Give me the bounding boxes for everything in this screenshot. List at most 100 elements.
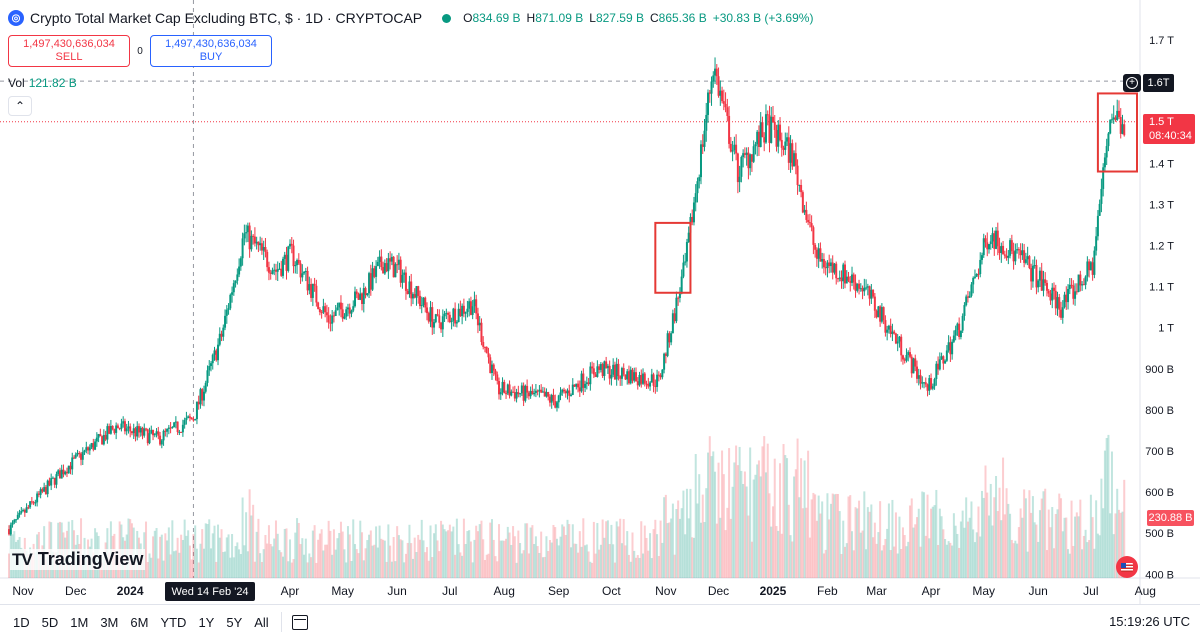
range-all[interactable]: All — [254, 614, 269, 630]
candle-body — [9, 524, 12, 535]
candle-body — [1010, 240, 1013, 252]
candle-body — [844, 264, 846, 284]
candle-body — [742, 153, 745, 158]
utc-clock[interactable]: 15:19:26 UTC — [1109, 614, 1190, 629]
volume-bar — [642, 553, 645, 578]
volume-bar — [980, 490, 983, 578]
volume-bar — [1110, 451, 1113, 578]
price-chart[interactable]: 1.7 T 1.4 T 1.3 T 1.2 T 1.1 T 1 T 900 B 800 B 70… — [0, 0, 1200, 604]
volume-bar — [773, 458, 776, 578]
volume-bar — [752, 479, 755, 578]
candle-body — [46, 480, 49, 495]
volume-bar — [273, 538, 276, 578]
volume-bar — [301, 538, 304, 578]
range-1d[interactable]: 1D — [13, 614, 30, 630]
volume-bar — [1021, 517, 1024, 578]
volume-bar — [531, 525, 534, 578]
candle-body — [671, 313, 674, 334]
candle-body — [771, 116, 774, 122]
volume-bar — [598, 549, 601, 578]
candle-body — [505, 393, 508, 395]
range-1y[interactable]: 1Y — [198, 614, 215, 630]
volume-bar — [224, 551, 227, 578]
range-6m[interactable]: 6M — [130, 614, 149, 630]
candle-body — [666, 333, 669, 356]
candle-body — [519, 393, 522, 395]
market-status-icon[interactable] — [442, 13, 452, 23]
tradingview-logo[interactable]: TV TradingView — [10, 549, 146, 570]
buy-button[interactable]: 1,497,430,636,034 BUY — [150, 35, 272, 67]
chart-area[interactable]: 1.7 T 1.4 T 1.3 T 1.2 T 1.1 T 1 T 900 B 800 B 70… — [0, 0, 1200, 604]
candle-body — [728, 115, 731, 144]
candle-body — [649, 382, 652, 387]
x-tick-label: Dec — [708, 584, 729, 598]
us-flag-icon[interactable] — [1116, 556, 1138, 578]
volume-bar — [396, 526, 399, 578]
volume-bar — [678, 518, 681, 578]
candle-body — [473, 299, 476, 307]
candle-body — [798, 185, 801, 187]
range-5y[interactable]: 5Y — [226, 614, 243, 630]
candle-body — [643, 373, 646, 384]
volume-bar — [1051, 507, 1054, 578]
candle-body — [213, 350, 216, 355]
volume-bar — [584, 545, 587, 578]
candle-body — [466, 308, 469, 312]
symbol-title[interactable]: Crypto Total Market Cap Excluding BTC, $… — [30, 10, 423, 26]
candle-body — [884, 320, 887, 333]
candle-body — [334, 310, 337, 316]
candle-body — [710, 81, 713, 94]
candle-body — [264, 247, 267, 252]
candle-body — [642, 373, 645, 384]
add-price-level-button[interactable]: + — [1123, 74, 1141, 92]
range-ytd[interactable]: YTD — [160, 614, 187, 630]
volume-bar — [714, 471, 717, 578]
candle-body — [1026, 256, 1029, 260]
volume-bar — [836, 493, 839, 578]
volume-bar — [394, 561, 397, 578]
volume-bar — [578, 531, 581, 578]
candle-body — [202, 391, 205, 401]
candle-body — [492, 364, 495, 371]
candle-body — [793, 153, 796, 167]
candle-body — [459, 308, 462, 317]
sell-button[interactable]: 1,497,430,636,034 SELL — [8, 35, 130, 67]
collapse-legend-button[interactable]: ⌃ — [8, 96, 32, 116]
candle-body — [786, 137, 789, 142]
volume-bar — [390, 561, 393, 578]
range-3m[interactable]: 3M — [100, 614, 119, 630]
go-to-date-calendar-icon[interactable] — [291, 614, 308, 630]
candle-body — [735, 144, 738, 154]
range-1m[interactable]: 1M — [70, 614, 89, 630]
volume-bar — [185, 535, 188, 578]
volume-bar — [687, 518, 690, 578]
range-5d[interactable]: 5D — [41, 614, 59, 630]
volume-bar — [445, 531, 448, 578]
volume-bar — [325, 544, 328, 578]
trade-buttons: 1,497,430,636,034 SELL 0 1,497,430,636,0… — [8, 35, 272, 67]
candle-body — [318, 308, 321, 313]
candle-body — [339, 302, 342, 310]
volume-legend[interactable]: Vol 121.82 B — [8, 76, 77, 90]
candle-body — [60, 469, 63, 479]
volume-bar — [573, 543, 576, 578]
volume-bar — [951, 545, 954, 578]
volume-bar — [659, 520, 662, 578]
volume-bar — [382, 539, 385, 578]
candle-body — [887, 325, 890, 330]
candle-body — [478, 322, 481, 326]
volume-bar — [568, 524, 571, 578]
candle-body — [538, 389, 541, 392]
candle-body — [97, 434, 100, 438]
volume-bar — [571, 524, 574, 578]
candle-body — [568, 390, 571, 396]
candle-body — [612, 364, 615, 375]
volume-bar — [478, 524, 481, 578]
candle-body — [1105, 146, 1108, 158]
candle-body — [536, 390, 539, 392]
candle-body — [1091, 262, 1094, 275]
candle-body — [173, 422, 176, 428]
highlight-box-jul-2025 — [1096, 92, 1139, 173]
candle-body — [345, 309, 348, 317]
candle-body — [631, 369, 634, 381]
